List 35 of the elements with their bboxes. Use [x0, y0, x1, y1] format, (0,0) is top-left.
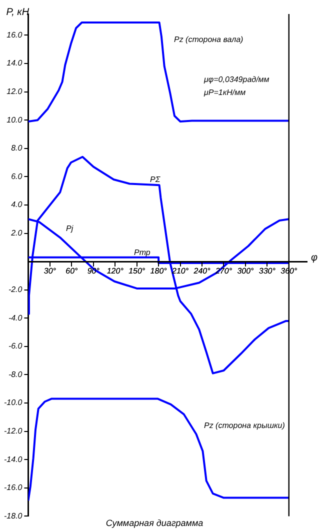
- x-tick-label: 150°: [128, 266, 146, 276]
- text: Суммарная диаграмма: [106, 518, 204, 528]
- y-tick-label: 12.0: [6, 87, 23, 96]
- x-tick-label: 240°: [192, 266, 212, 276]
- y-tick-label: 4.0: [11, 200, 23, 210]
- annotation: μφ=0,0349рад/мм: [203, 75, 270, 84]
- y-tick-label: 2.0: [10, 228, 23, 238]
- y-tick-label: -6.0: [8, 342, 23, 351]
- y-tick-label: 10.0: [6, 115, 23, 124]
- x-axis-title: φ: [311, 252, 318, 264]
- x-tick-label: 120°: [106, 266, 124, 276]
- annotation: Pj: [66, 224, 74, 234]
- y-tick-label: -16.0: [4, 483, 23, 492]
- y-tick-label: -14.0: [4, 454, 23, 464]
- annotation: Pz (сторона вала): [174, 35, 244, 44]
- y-tick-label: -4.0: [8, 313, 23, 322]
- y-tick-label: 16.0: [6, 30, 23, 40]
- x-tick-label: 180°: [150, 266, 168, 276]
- x-tick-label: 60°: [66, 266, 79, 276]
- y-tick-label: -8.0: [8, 370, 23, 379]
- y-tick-label: -18.0: [4, 511, 23, 520]
- y-axis-title: P, кН: [6, 6, 30, 18]
- annotation: μP=1кН/мм: [203, 88, 246, 98]
- annotation: Pтр: [134, 248, 151, 258]
- y-tick-label: 14.0: [6, 58, 23, 68]
- x-tick-label: 300°: [237, 266, 255, 276]
- annotation: PΣ: [150, 175, 162, 184]
- y-tick-label: -12.0: [4, 426, 23, 436]
- y-tick-label: 6.0: [11, 172, 23, 181]
- y-tick-label: -10.0: [4, 398, 23, 408]
- annotation: Pz (сторона крышки): [204, 421, 286, 430]
- y-tick-label: -2.0: [8, 285, 23, 294]
- x-tick-label: 30°: [44, 266, 57, 276]
- x-tick-label: 330°: [258, 266, 276, 276]
- y-tick-label: 8.0: [11, 144, 23, 153]
